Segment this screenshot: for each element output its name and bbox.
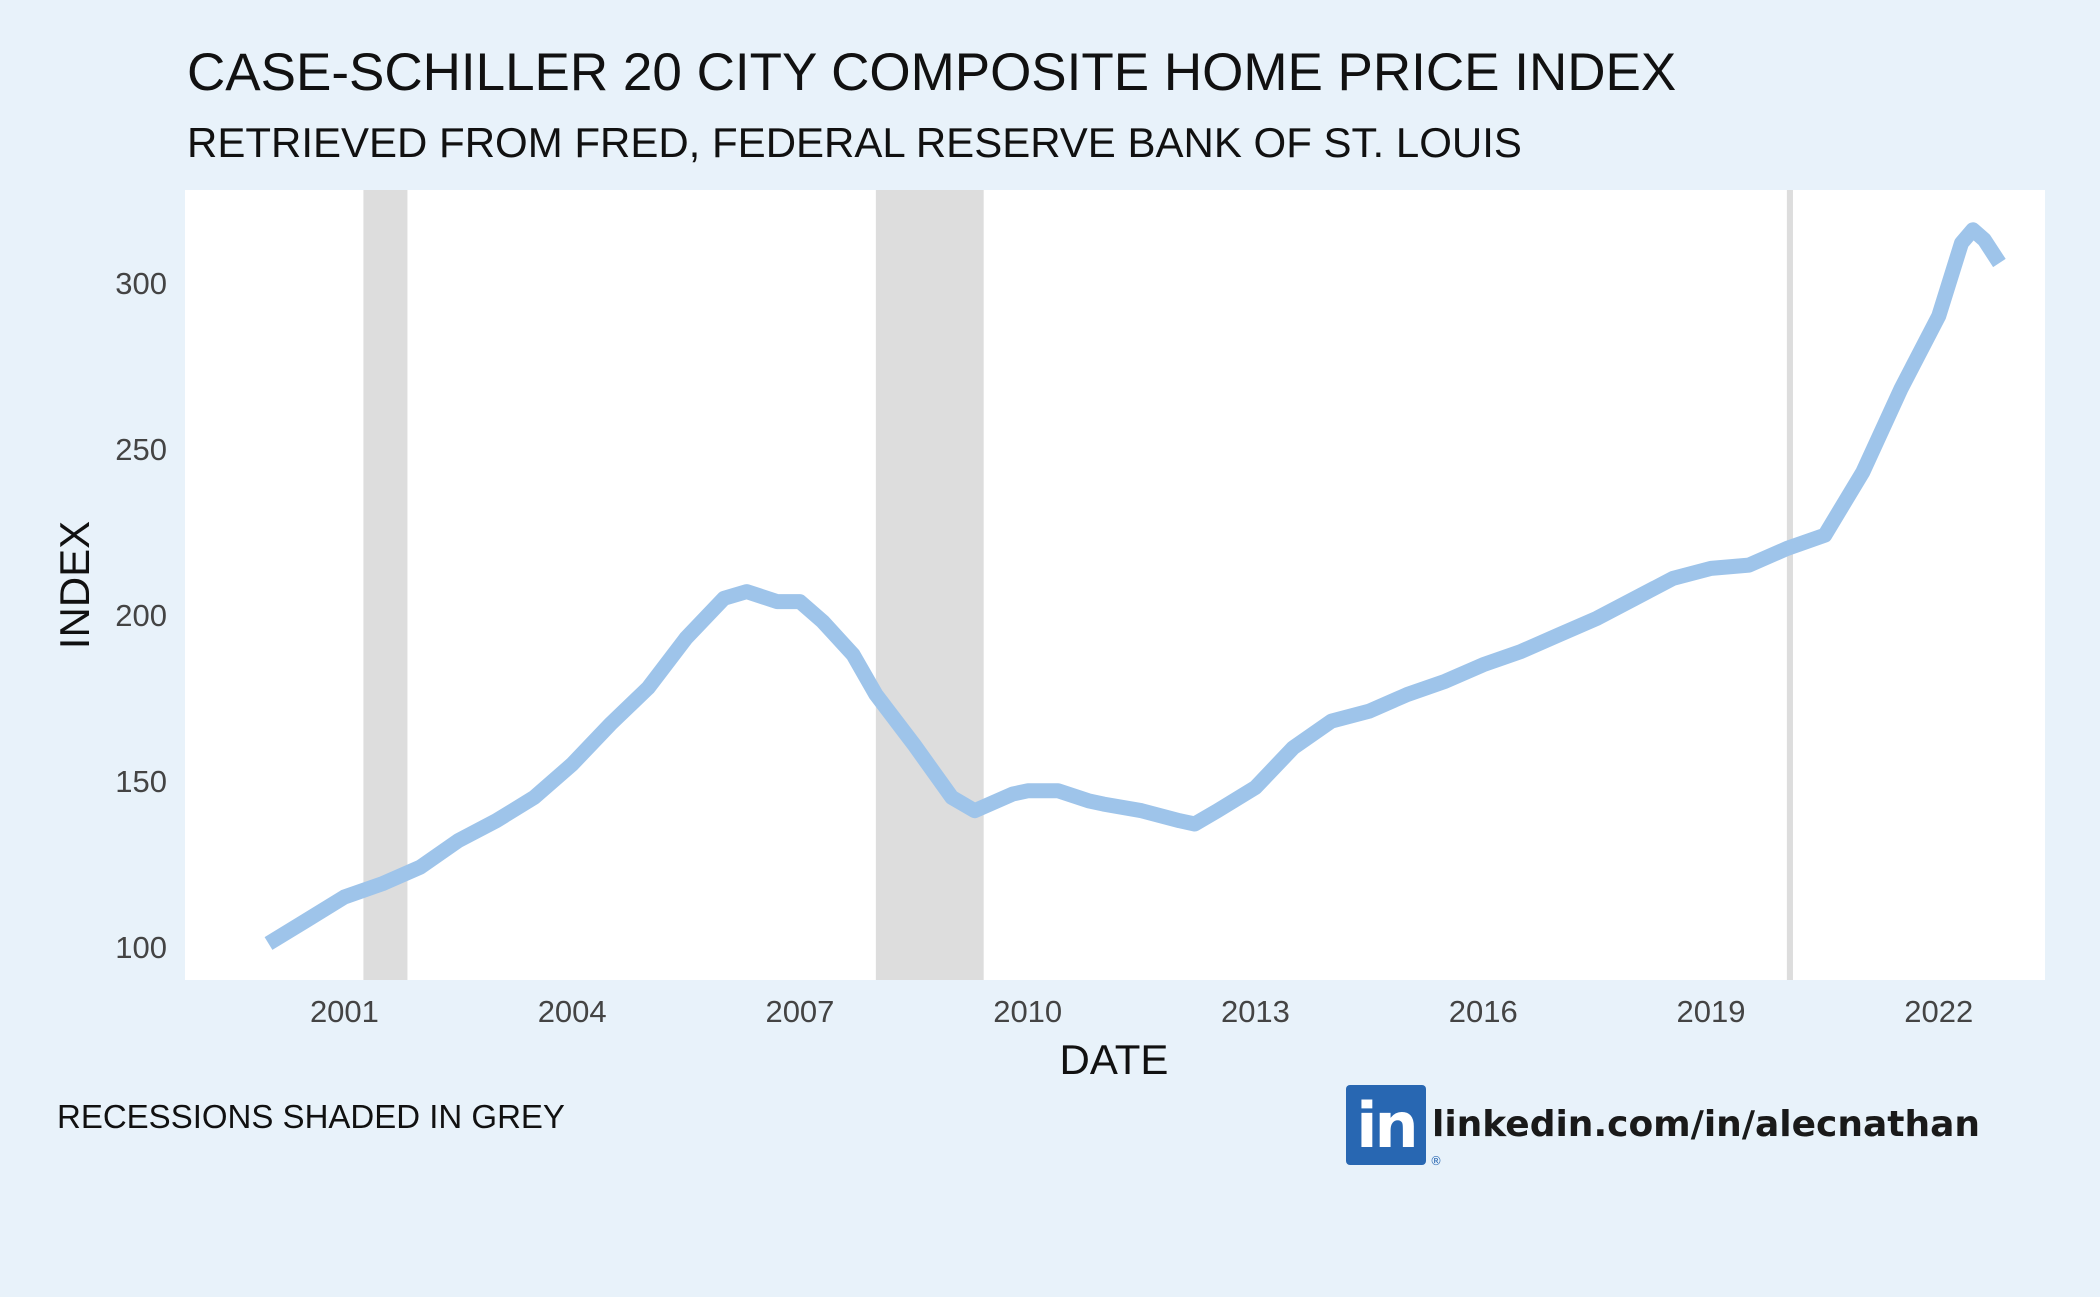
linkedin-logo-icon: in ® bbox=[1346, 1085, 1442, 1167]
x-tick-label-2001: 2001 bbox=[310, 994, 379, 1029]
y-tick-label-250: 250 bbox=[115, 432, 167, 467]
x-tick-label-2019: 2019 bbox=[1676, 994, 1745, 1029]
recession-band-3 bbox=[1786, 190, 1793, 980]
y-tick-label-200: 200 bbox=[115, 598, 167, 633]
recession-band-1 bbox=[363, 190, 408, 980]
x-tick-label-2007: 2007 bbox=[765, 994, 834, 1029]
y-tick-label-100: 100 bbox=[115, 930, 167, 965]
linkedin-profile-url[interactable]: linkedin.com/in/alecnathan bbox=[1432, 1104, 1981, 1145]
plot-background bbox=[185, 190, 2045, 980]
chart-title: CASE-SCHILLER 20 CITY COMPOSITE HOME PRI… bbox=[187, 43, 1677, 102]
chart-subtitle: RETRIEVED FROM FRED, FEDERAL RESERVE BAN… bbox=[187, 119, 1522, 166]
x-tick-label-2010: 2010 bbox=[993, 994, 1062, 1029]
recession-shading bbox=[363, 190, 1793, 980]
x-axis-title: DATE bbox=[1060, 1036, 1169, 1083]
linkedin-badge[interactable]: in ® linkedin.com/in/alecnathan bbox=[1346, 1085, 1981, 1167]
x-tick-label-2013: 2013 bbox=[1221, 994, 1290, 1029]
recessions-caption: RECESSIONS SHADED IN GREY bbox=[57, 1098, 565, 1135]
x-axis-ticks: 2001 2004 2007 2010 2013 2016 2019 2022 bbox=[310, 994, 1973, 1029]
x-tick-label-2004: 2004 bbox=[538, 994, 607, 1029]
linkedin-logo-text: in bbox=[1356, 1089, 1418, 1162]
registered-mark: ® bbox=[1430, 1154, 1442, 1168]
y-tick-label-300: 300 bbox=[115, 266, 167, 301]
y-tick-label-150: 150 bbox=[115, 764, 167, 799]
recession-band-2 bbox=[875, 190, 984, 980]
series-line-1 bbox=[264, 222, 2006, 950]
x-tick-label-2022: 2022 bbox=[1904, 994, 1973, 1029]
data-series bbox=[264, 222, 2006, 950]
y-axis-ticks: 100 150 200 250 300 bbox=[115, 266, 167, 965]
y-axis-title: INDEX bbox=[51, 521, 98, 649]
x-tick-label-2016: 2016 bbox=[1449, 994, 1518, 1029]
